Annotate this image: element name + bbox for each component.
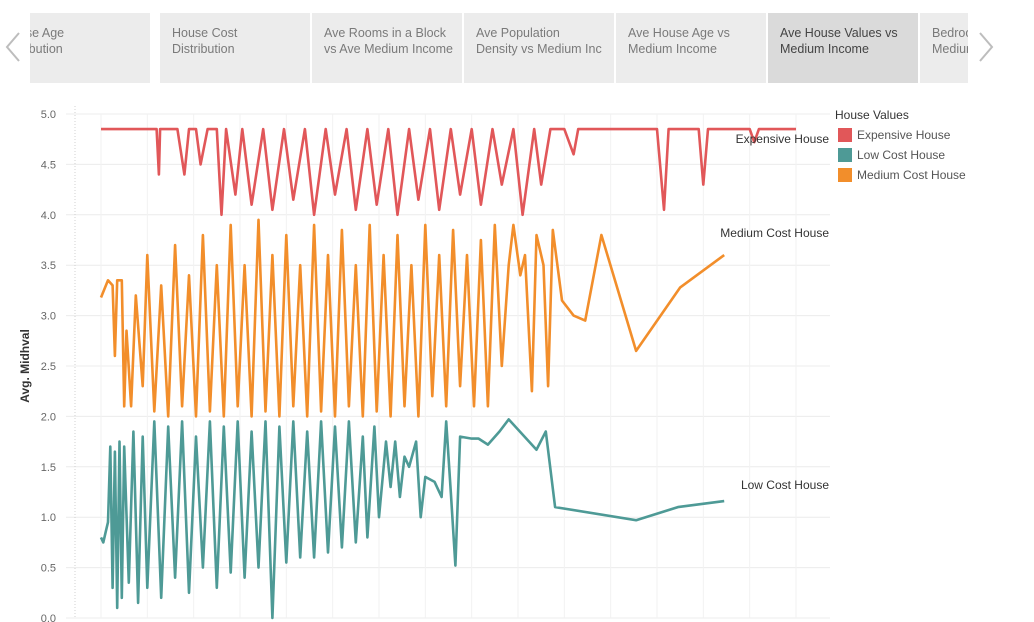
y-axis-label: Avg. Midhval [18,329,32,403]
tab-ave-population-vs-income[interactable]: Ave Population Density vs Medium Inc [464,13,614,83]
series-annotation: Expensive House [736,132,830,146]
tab-label-line2: Medium Income [628,42,717,56]
tab-ave-rooms-vs-income[interactable]: Ave Rooms in a Block vs Ave Medium Incom… [312,13,462,83]
tab-strip: ouse Age stribution House Cost Distribut… [30,13,968,83]
tab-label-line2: Distribution [172,42,235,56]
tab-label-line1: Ave Population [476,26,560,40]
chevron-right-icon[interactable] [976,30,996,64]
tab-label-line1: ouse Age [30,26,65,40]
series-annotations: Expensive House Medium Cost House Low Cost… [720,132,829,492]
legend-swatch[interactable] [838,148,852,162]
y-tick-label: 0.5 [41,563,56,575]
series-annotation: Low Cost House [741,478,829,492]
legend-item-label[interactable]: Low Cost House [857,148,945,162]
y-tick-label: 2.5 [41,361,56,373]
tab-label-line1: Bedroo [932,26,968,40]
series-line-medium-cost-house[interactable] [99,218,725,418]
y-tick-label: 1.0 [41,512,56,524]
tab-label-line1: Ave Rooms in a Block [324,26,447,40]
tab-bedrooms-vs-income[interactable]: Bedroo Mediur [920,13,968,83]
y-axis-ticks: 0.0 0.5 1.0 1.5 2.0 2.5 3.0 3.5 4.0 4.5 5.0 [41,109,56,622]
chart-container: 0.0 0.5 1.0 1.5 2.0 2.5 3.0 3.5 4.0 4.5 5.0 Avg. M… [0,96,1034,622]
tab-ave-house-values-vs-income[interactable]: Ave House Values vs Medium Income [768,13,918,83]
legend: House Values Expensive House Low Cost Hou… [835,108,966,182]
y-tick-label: 1.5 [41,462,56,474]
y-tick-label: 4.5 [41,159,56,171]
legend-item-label[interactable]: Medium Cost House [857,168,966,182]
legend-title: House Values [835,108,909,122]
tab-label-line2: stribution [30,42,63,56]
series-line-low-cost-house[interactable] [99,418,725,620]
tab-ave-house-age-vs-income[interactable]: Ave House Age vs Medium Income [616,13,766,83]
y-tick-label: 3.0 [41,311,56,323]
chevron-left-icon[interactable] [3,30,23,64]
y-tick-label: 0.0 [41,613,56,622]
tab-house-cost-distribution[interactable]: House Cost Distribution [160,13,310,83]
tab-label-line2: vs Ave Medium Income [324,42,453,56]
tab-label-line2: Medium Income [780,42,869,56]
series-lines [99,127,796,620]
y-tick-label: 2.0 [41,411,56,423]
series-line-expensive-house[interactable] [101,127,796,217]
legend-item-label[interactable]: Expensive House [857,128,951,142]
tab-label-line1: House Cost [172,26,238,40]
tab-label-line2: Density vs Medium Inc [476,42,602,56]
y-tick-label: 3.5 [41,260,56,272]
series-annotation: Medium Cost House [720,226,829,240]
legend-swatch[interactable] [838,168,852,182]
tab-label-line2: Mediur [932,42,968,56]
y-tick-label: 5.0 [41,109,56,121]
tab-label-line1: Ave House Age vs [628,26,730,40]
y-tick-label: 4.0 [41,210,56,222]
dashboard-tab-bar: ouse Age stribution House Cost Distribut… [0,0,1034,96]
legend-swatch[interactable] [838,128,852,142]
house-values-chart: 0.0 0.5 1.0 1.5 2.0 2.5 3.0 3.5 4.0 4.5 5.0 Avg. M… [18,106,966,622]
tab-label-line1: Ave House Values vs [780,26,898,40]
tab-house-age-distribution[interactable]: ouse Age stribution [30,13,150,83]
